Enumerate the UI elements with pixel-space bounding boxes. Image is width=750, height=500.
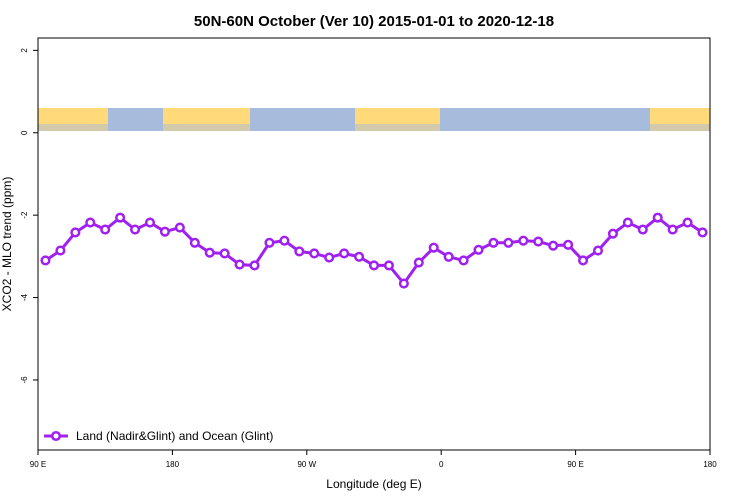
x-tick-label: 0: [439, 460, 444, 469]
data-point: [339, 248, 350, 259]
data-point: [100, 224, 111, 235]
data-point: [144, 217, 156, 228]
data-point: [548, 240, 559, 251]
data-point: [622, 217, 633, 228]
data-point: [503, 237, 514, 248]
y-tick-label: -6: [20, 376, 29, 384]
data-point: [697, 227, 708, 238]
chart-title: 50N-60N October (Ver 10) 2015-01-01 to 2…: [194, 13, 554, 30]
data-point: [458, 255, 469, 266]
data-point: [592, 245, 604, 256]
data-point: [219, 248, 230, 259]
data-point: [443, 251, 454, 262]
y-tick-label: -2: [20, 211, 29, 219]
data-point: [682, 217, 693, 228]
y-tick-label: 0: [20, 130, 29, 135]
data-point: [159, 226, 170, 237]
data-point: [115, 212, 126, 223]
data-point: [204, 247, 215, 258]
data-point: [383, 260, 394, 271]
data-point: [130, 224, 141, 235]
data-point: [189, 237, 200, 248]
x-axis-label: Longitude (deg E): [326, 477, 421, 491]
data-point: [174, 222, 185, 233]
x-tick-label: 90 W: [297, 460, 316, 469]
data-line: [44, 215, 704, 287]
data-point: [488, 237, 499, 248]
map-band: [38, 108, 710, 131]
data-point: [324, 252, 335, 263]
data-point: [234, 259, 245, 270]
legend-label: Land (Nadir&Glint) and Ocean (Glint): [76, 429, 273, 443]
data-point: [667, 224, 678, 235]
data-point: [518, 235, 529, 246]
legend-marker: [50, 430, 62, 442]
data-point: [55, 245, 66, 256]
data-point: [607, 228, 618, 239]
data-point: [249, 260, 260, 271]
data-point: [264, 237, 275, 248]
x-tick-label: 90 E: [30, 460, 46, 469]
data-point: [40, 255, 51, 266]
y-axis-label: XCO2 - MLO trend (ppm): [0, 177, 14, 312]
data-point: [279, 235, 290, 246]
data-point: [85, 217, 96, 228]
data-point: [637, 224, 648, 235]
data-point: [354, 251, 365, 262]
data-point: [563, 239, 574, 250]
y-tick-label: -4: [20, 293, 29, 301]
data-point: [652, 212, 663, 223]
y-tick-label: 2: [20, 48, 29, 53]
map-ocean: [38, 124, 710, 131]
x-tick-label: 180: [166, 460, 180, 469]
data-point: [533, 236, 544, 247]
data-point: [70, 227, 81, 238]
x-tick-label: 90 E: [567, 460, 583, 469]
data-point: [294, 246, 305, 257]
plot-frame: [37, 37, 711, 451]
data-point: [578, 255, 589, 266]
data-point: [413, 257, 424, 268]
data-point: [398, 278, 409, 289]
x-tick-label: 180: [703, 460, 717, 469]
data-point: [428, 242, 439, 253]
data-point: [473, 244, 484, 255]
data-point: [368, 260, 380, 271]
data-point: [309, 248, 320, 259]
